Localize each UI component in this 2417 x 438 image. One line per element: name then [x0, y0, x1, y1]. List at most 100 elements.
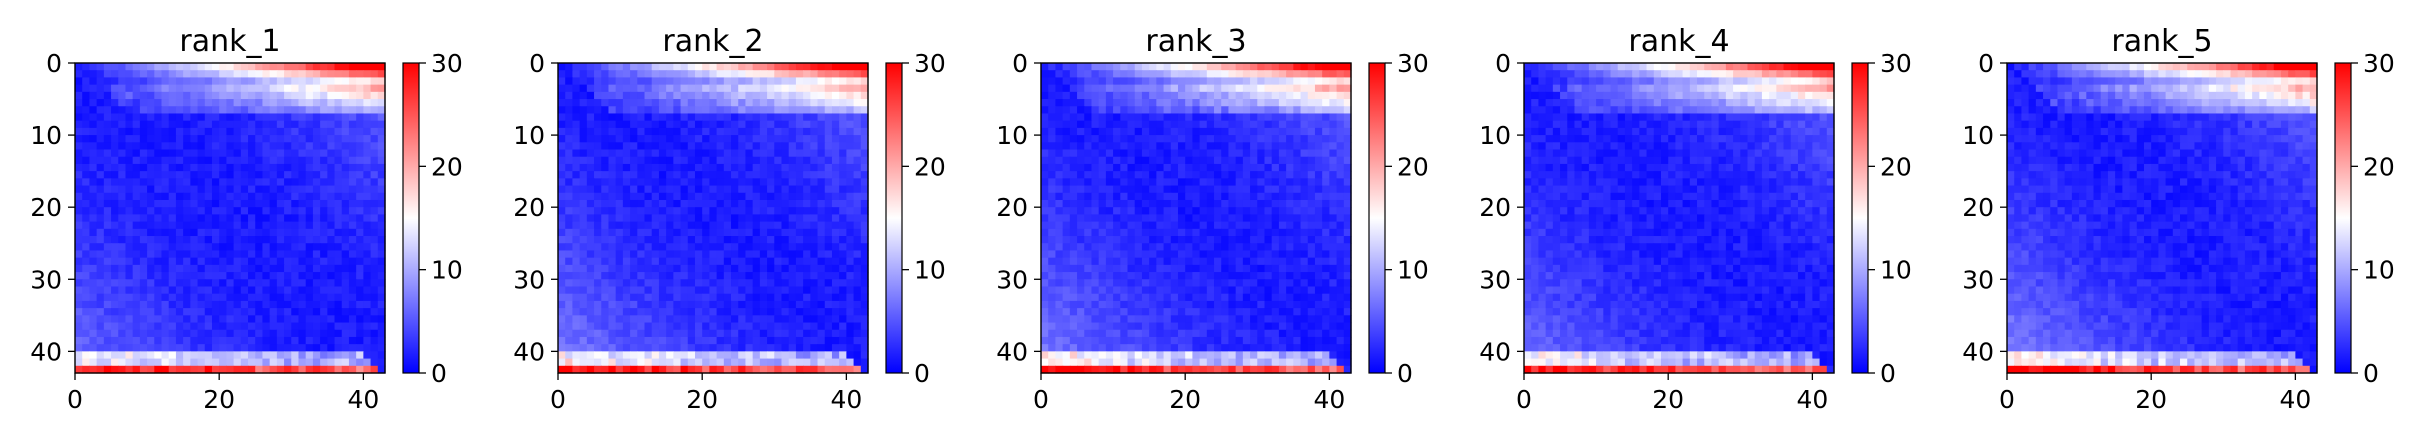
heatmap-cell: [565, 300, 574, 309]
heatmap-cell: [601, 70, 610, 79]
heatmap-cell: [284, 63, 292, 71]
heatmap-cell: [1156, 250, 1165, 259]
heatmap-cell: [622, 120, 631, 129]
heatmap-cell: [860, 300, 869, 309]
heatmap-cell: [709, 171, 718, 179]
heatmap-cell: [190, 70, 199, 79]
heatmap-cell: [226, 351, 235, 360]
heatmap-cell: [1307, 149, 1316, 158]
heatmap-cell: [262, 135, 271, 143]
heatmap-cell: [139, 351, 148, 360]
heatmap-cell: [226, 163, 235, 172]
y-tick-label: 0: [529, 49, 545, 78]
heatmap-cell: [211, 228, 220, 237]
heatmap-cell: [1084, 149, 1093, 158]
heatmap-cell: [594, 135, 602, 143]
heatmap-cell: [1221, 192, 1230, 201]
heatmap-cell: [810, 358, 819, 367]
heatmap-cell: [579, 322, 588, 331]
heatmap-cell: [752, 358, 761, 367]
heatmap-cell: [183, 264, 191, 273]
heatmap-cell: [255, 272, 264, 280]
heatmap-cell: [276, 192, 285, 201]
heatmap-cell: [1300, 257, 1309, 266]
heatmap-cell: [630, 300, 638, 309]
heatmap-cell: [738, 106, 747, 115]
heatmap-cell: [1322, 178, 1330, 187]
heatmap-cell: [1134, 171, 1143, 179]
heatmap-cell: [839, 228, 847, 237]
heatmap-cell: [1134, 99, 1143, 107]
heatmap-cell: [853, 243, 862, 252]
heatmap-cell: [240, 308, 249, 316]
heatmap-cell: [111, 142, 119, 151]
heatmap-cell: [1322, 120, 1330, 129]
heatmap-cell: [147, 279, 155, 288]
heatmap-cell: [1048, 221, 1057, 230]
heatmap-cell: [759, 344, 768, 352]
heatmap-cell: [752, 264, 761, 273]
heatmap-cell: [824, 300, 833, 309]
heatmap-cell: [651, 214, 660, 223]
heatmap-cell: [327, 257, 336, 266]
heatmap-cell: [767, 365, 775, 374]
heatmap-cell: [161, 149, 170, 158]
heatmap-cell: [767, 207, 775, 215]
heatmap-cell: [147, 358, 155, 367]
heatmap-cell: [781, 344, 790, 352]
heatmap-cell: [89, 315, 98, 324]
heatmap-cell: [601, 99, 610, 107]
heatmap-cell: [75, 344, 83, 352]
heatmap-cell: [1048, 171, 1057, 179]
heatmap-cell: [341, 199, 350, 208]
heatmap-cell: [1214, 178, 1222, 187]
heatmap-cell: [1055, 156, 1064, 165]
heatmap-cell: [831, 250, 840, 259]
heatmap-cell: [370, 286, 379, 295]
heatmap-cell: [572, 351, 581, 360]
heatmap-cell: [666, 351, 674, 360]
heatmap-cell: [860, 156, 869, 165]
heatmap-cell: [637, 286, 646, 295]
heatmap-cell: [1077, 236, 1085, 244]
heatmap-cell: [291, 113, 300, 122]
heatmap-cell: [377, 77, 386, 86]
heatmap-cell: [803, 77, 811, 86]
heatmap-cell: [248, 221, 256, 230]
heatmap-cell: [154, 344, 163, 352]
heatmap-cell: [745, 91, 754, 100]
heatmap-cell: [1120, 228, 1129, 237]
heatmap-cell: [1105, 214, 1114, 223]
heatmap-cell: [125, 63, 134, 71]
heatmap-cell: [702, 63, 710, 71]
heatmap-cell: [817, 365, 826, 374]
heatmap-cell: [320, 236, 328, 244]
heatmap-cell: [262, 272, 271, 280]
heatmap-cell: [255, 293, 264, 302]
heatmap-cell: [1322, 106, 1330, 115]
heatmap-cell: [161, 185, 170, 194]
heatmap-cell: [356, 365, 364, 374]
heatmap-cell: [1098, 70, 1107, 79]
heatmap-cell: [745, 243, 754, 252]
heatmap-cell: [298, 308, 307, 316]
heatmap-cell: [651, 70, 660, 79]
heatmap-cell: [860, 106, 869, 115]
heatmap-cell: [644, 308, 653, 316]
heatmap-cell: [276, 286, 285, 295]
heatmap-cell: [75, 99, 83, 107]
heatmap-cell: [1250, 228, 1258, 237]
heatmap-cell: [255, 70, 264, 79]
heatmap-cell: [630, 264, 638, 273]
heatmap-cell: [810, 329, 819, 338]
heatmap-cell: [1163, 185, 1172, 194]
y-tick-label: 30: [513, 265, 545, 294]
heatmap-cell: [702, 113, 710, 122]
heatmap-cell: [601, 199, 610, 208]
heatmap-cell: [1127, 264, 1136, 273]
heatmap-cell: [175, 344, 184, 352]
heatmap-cell: [284, 185, 292, 194]
heatmap-cell: [1271, 142, 1280, 151]
heatmap-cell: [175, 286, 184, 295]
heatmap-cell: [658, 156, 667, 165]
